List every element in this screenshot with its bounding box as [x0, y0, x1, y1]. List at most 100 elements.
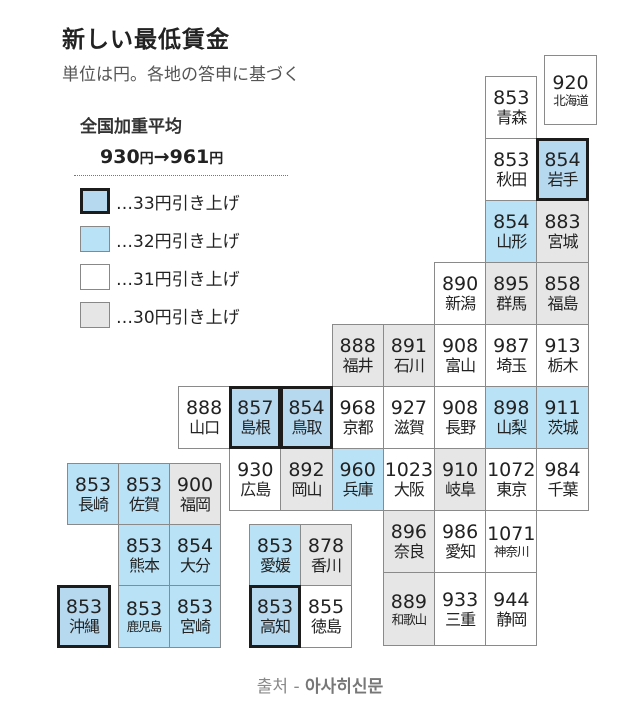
wage-value: 878: [307, 534, 345, 557]
source-prefix: 출처 -: [256, 677, 306, 697]
legend-item-30: …30円引き上げ: [80, 301, 240, 329]
prefecture-name: 奈良: [393, 542, 425, 562]
legend-label: …33円引き上げ: [116, 193, 240, 214]
prefecture-tile: 1072 東京: [485, 448, 538, 511]
prefecture-tile: 883 宮城: [536, 200, 589, 263]
prefecture-tile: 889 和歌山: [382, 572, 435, 646]
prefecture-name: 愛媛: [259, 555, 291, 575]
prefecture-name: 福島: [547, 294, 578, 314]
prefecture-tile: 857 島根: [229, 386, 282, 449]
prefecture-tile: 933 三重: [434, 572, 487, 646]
wage-value: 930: [237, 459, 274, 482]
prefecture-name: 群馬: [496, 294, 527, 314]
wage-value: 900: [176, 473, 214, 496]
wage-value: 853: [125, 473, 163, 496]
legend-label: …32円引き上げ: [116, 231, 240, 252]
wage-value: 883: [544, 211, 581, 234]
prefecture-tile: 895 群馬: [485, 262, 538, 325]
map-subtitle: 単位は円。各地の答申に基づく: [62, 65, 300, 85]
prefecture-tile: 853 鹿児島: [118, 585, 170, 648]
wage-value: 927: [390, 397, 428, 420]
wage-value: 891: [390, 335, 428, 358]
wage-value: 913: [544, 335, 581, 358]
legend-label: …31円引き上げ: [116, 269, 240, 290]
wage-value: 853: [493, 149, 530, 172]
prefecture-name: 北海道: [553, 92, 589, 108]
prefecture-name: 新潟: [445, 294, 476, 314]
legend-label: …30円引き上げ: [116, 307, 240, 328]
prefecture-tile: 853 佐賀: [118, 463, 170, 525]
wage-value: 910: [441, 459, 479, 482]
prefecture-name: 沖縄: [68, 617, 100, 637]
prefecture-tile: 892 岡山: [280, 448, 333, 511]
wage-value: 858: [544, 273, 581, 296]
prefecture-name: 島根: [240, 418, 271, 438]
wage-value: 854: [493, 211, 530, 234]
prefecture-name: 神奈川: [494, 544, 530, 560]
prefecture-name: 山形: [496, 232, 527, 252]
prefecture-tile: 984 千葉: [536, 448, 589, 511]
prefecture-tile: 854 大分: [169, 524, 221, 586]
legend-item-33: …33円引き上げ: [80, 187, 240, 215]
prefecture-name: 青森: [496, 108, 527, 128]
wage-value: 944: [493, 588, 530, 611]
wage-value: 933: [441, 588, 479, 611]
prefecture-tile: 853 宮崎: [169, 585, 221, 648]
prefecture-tile: 920 北海道: [544, 55, 597, 125]
prefecture-name: 長野: [445, 418, 476, 438]
wage-value: 911: [544, 397, 581, 420]
prefecture-name: 福井: [342, 356, 374, 376]
prefecture-name: 高知: [259, 617, 291, 637]
prefecture-name: 静岡: [496, 609, 527, 629]
average-from-unit: 円: [139, 151, 154, 167]
legend-swatch: [80, 302, 110, 328]
wage-value: 853: [125, 598, 163, 621]
prefecture-name: 岩手: [547, 170, 578, 190]
national-average-values: 930円→961円: [100, 146, 223, 168]
wage-value: 854: [544, 149, 581, 172]
prefecture-name: 茨城: [547, 418, 578, 438]
prefecture-tile: 858 福島: [536, 262, 589, 325]
prefecture-tile: 927 滋賀: [382, 386, 435, 449]
prefecture-tile: 854 岩手: [536, 138, 589, 201]
prefecture-name: 千葉: [547, 480, 578, 500]
prefecture-name: 愛知: [445, 542, 476, 562]
prefecture-tile: 890 新潟: [434, 262, 487, 325]
prefecture-name: 兵庫: [342, 480, 374, 500]
wage-value: 908: [441, 397, 479, 420]
prefecture-tile: 854 山形: [485, 200, 538, 263]
prefecture-name: 広島: [240, 480, 271, 500]
prefecture-name: 香川: [310, 555, 342, 575]
prefecture-tile: 1071 神奈川: [485, 510, 538, 573]
prefecture-name: 岡山: [291, 480, 322, 500]
prefecture-tile: 898 山梨: [485, 386, 538, 449]
prefecture-tile: 968 京都: [331, 386, 384, 449]
map-title: 新しい最低賃金: [62, 27, 230, 53]
prefecture-name: 石川: [393, 356, 425, 376]
prefecture-tile: 853 青森: [485, 76, 538, 139]
wage-value: 854: [176, 534, 214, 557]
prefecture-tile: 853 長崎: [67, 463, 119, 525]
divider: [74, 175, 288, 176]
arrow-icon: →: [153, 146, 170, 168]
wage-value: 888: [185, 397, 223, 420]
average-from: 930: [100, 146, 140, 168]
wage-value: 895: [493, 273, 530, 296]
prefecture-name: 熊本: [128, 555, 160, 575]
prefecture-tile: 987 埼玉: [485, 324, 538, 387]
wage-value: 853: [74, 473, 112, 496]
prefecture-tile: 986 愛知: [434, 510, 487, 573]
prefecture-name: 栃木: [547, 356, 578, 376]
wage-value: 986: [441, 521, 479, 544]
prefecture-tile: 888 福井: [331, 324, 384, 387]
wage-value: 987: [493, 335, 530, 358]
prefecture-name: 宮崎: [179, 617, 211, 637]
legend-swatch: [80, 226, 110, 252]
wage-value: 854: [288, 397, 325, 420]
prefecture-tile: 853 沖縄: [57, 585, 111, 648]
prefecture-name: 長崎: [77, 494, 109, 514]
prefecture-tile: 911 茨城: [536, 386, 589, 449]
prefecture-name: 岐阜: [445, 480, 476, 500]
prefecture-tile: 944 静岡: [485, 572, 538, 646]
prefecture-tile: 853 高知: [249, 585, 301, 648]
